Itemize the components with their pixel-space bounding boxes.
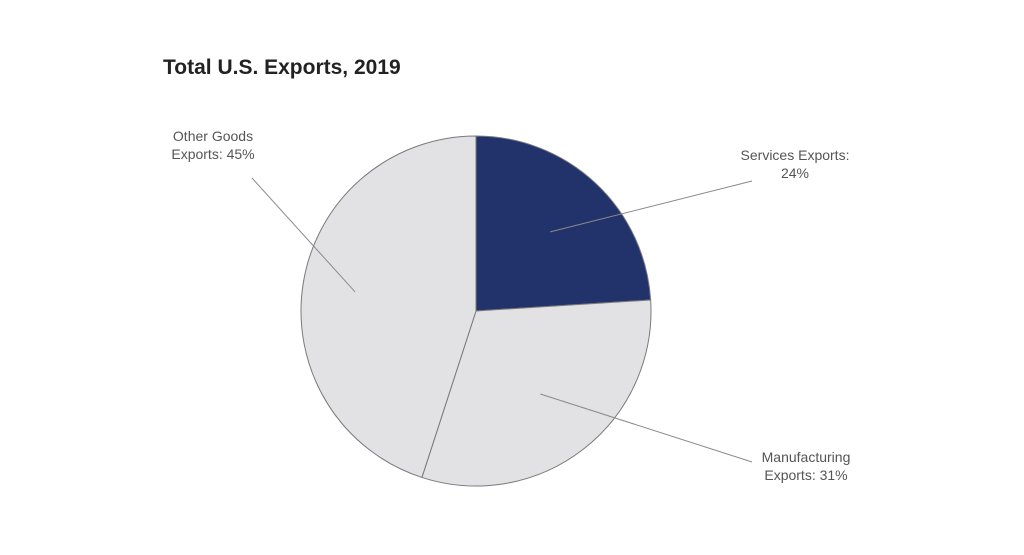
slice-label-other-goods-exports-line-1: Other Goods xyxy=(173,128,253,144)
slice-label-manufacturing-exports-line-2: Exports: 31% xyxy=(764,467,847,483)
pie-slices xyxy=(300,135,652,487)
leader-lines xyxy=(251,177,753,463)
leader-line-manufacturing-exports xyxy=(540,393,753,463)
pie-slice-manufacturing-exports xyxy=(421,299,652,487)
chart-title: Total U.S. Exports, 2019 xyxy=(163,56,401,79)
pie-slice-services-exports xyxy=(475,135,652,312)
leader-line-services-exports xyxy=(550,180,753,233)
slice-label-services-exports-line-1: Services Exports: xyxy=(741,147,850,163)
slice-label-other-goods-exports-line-2: Exports: 45% xyxy=(171,146,254,162)
slice-label-manufacturing-exports-line-1: Manufacturing xyxy=(762,449,851,465)
pie-slice-other-goods-exports xyxy=(300,135,477,479)
slice-labels: Services Exports: 24% Manufacturing Exports… xyxy=(171,128,850,483)
slice-label-services-exports-line-2: 24% xyxy=(781,165,809,181)
leader-line-other-goods-exports xyxy=(251,177,356,293)
